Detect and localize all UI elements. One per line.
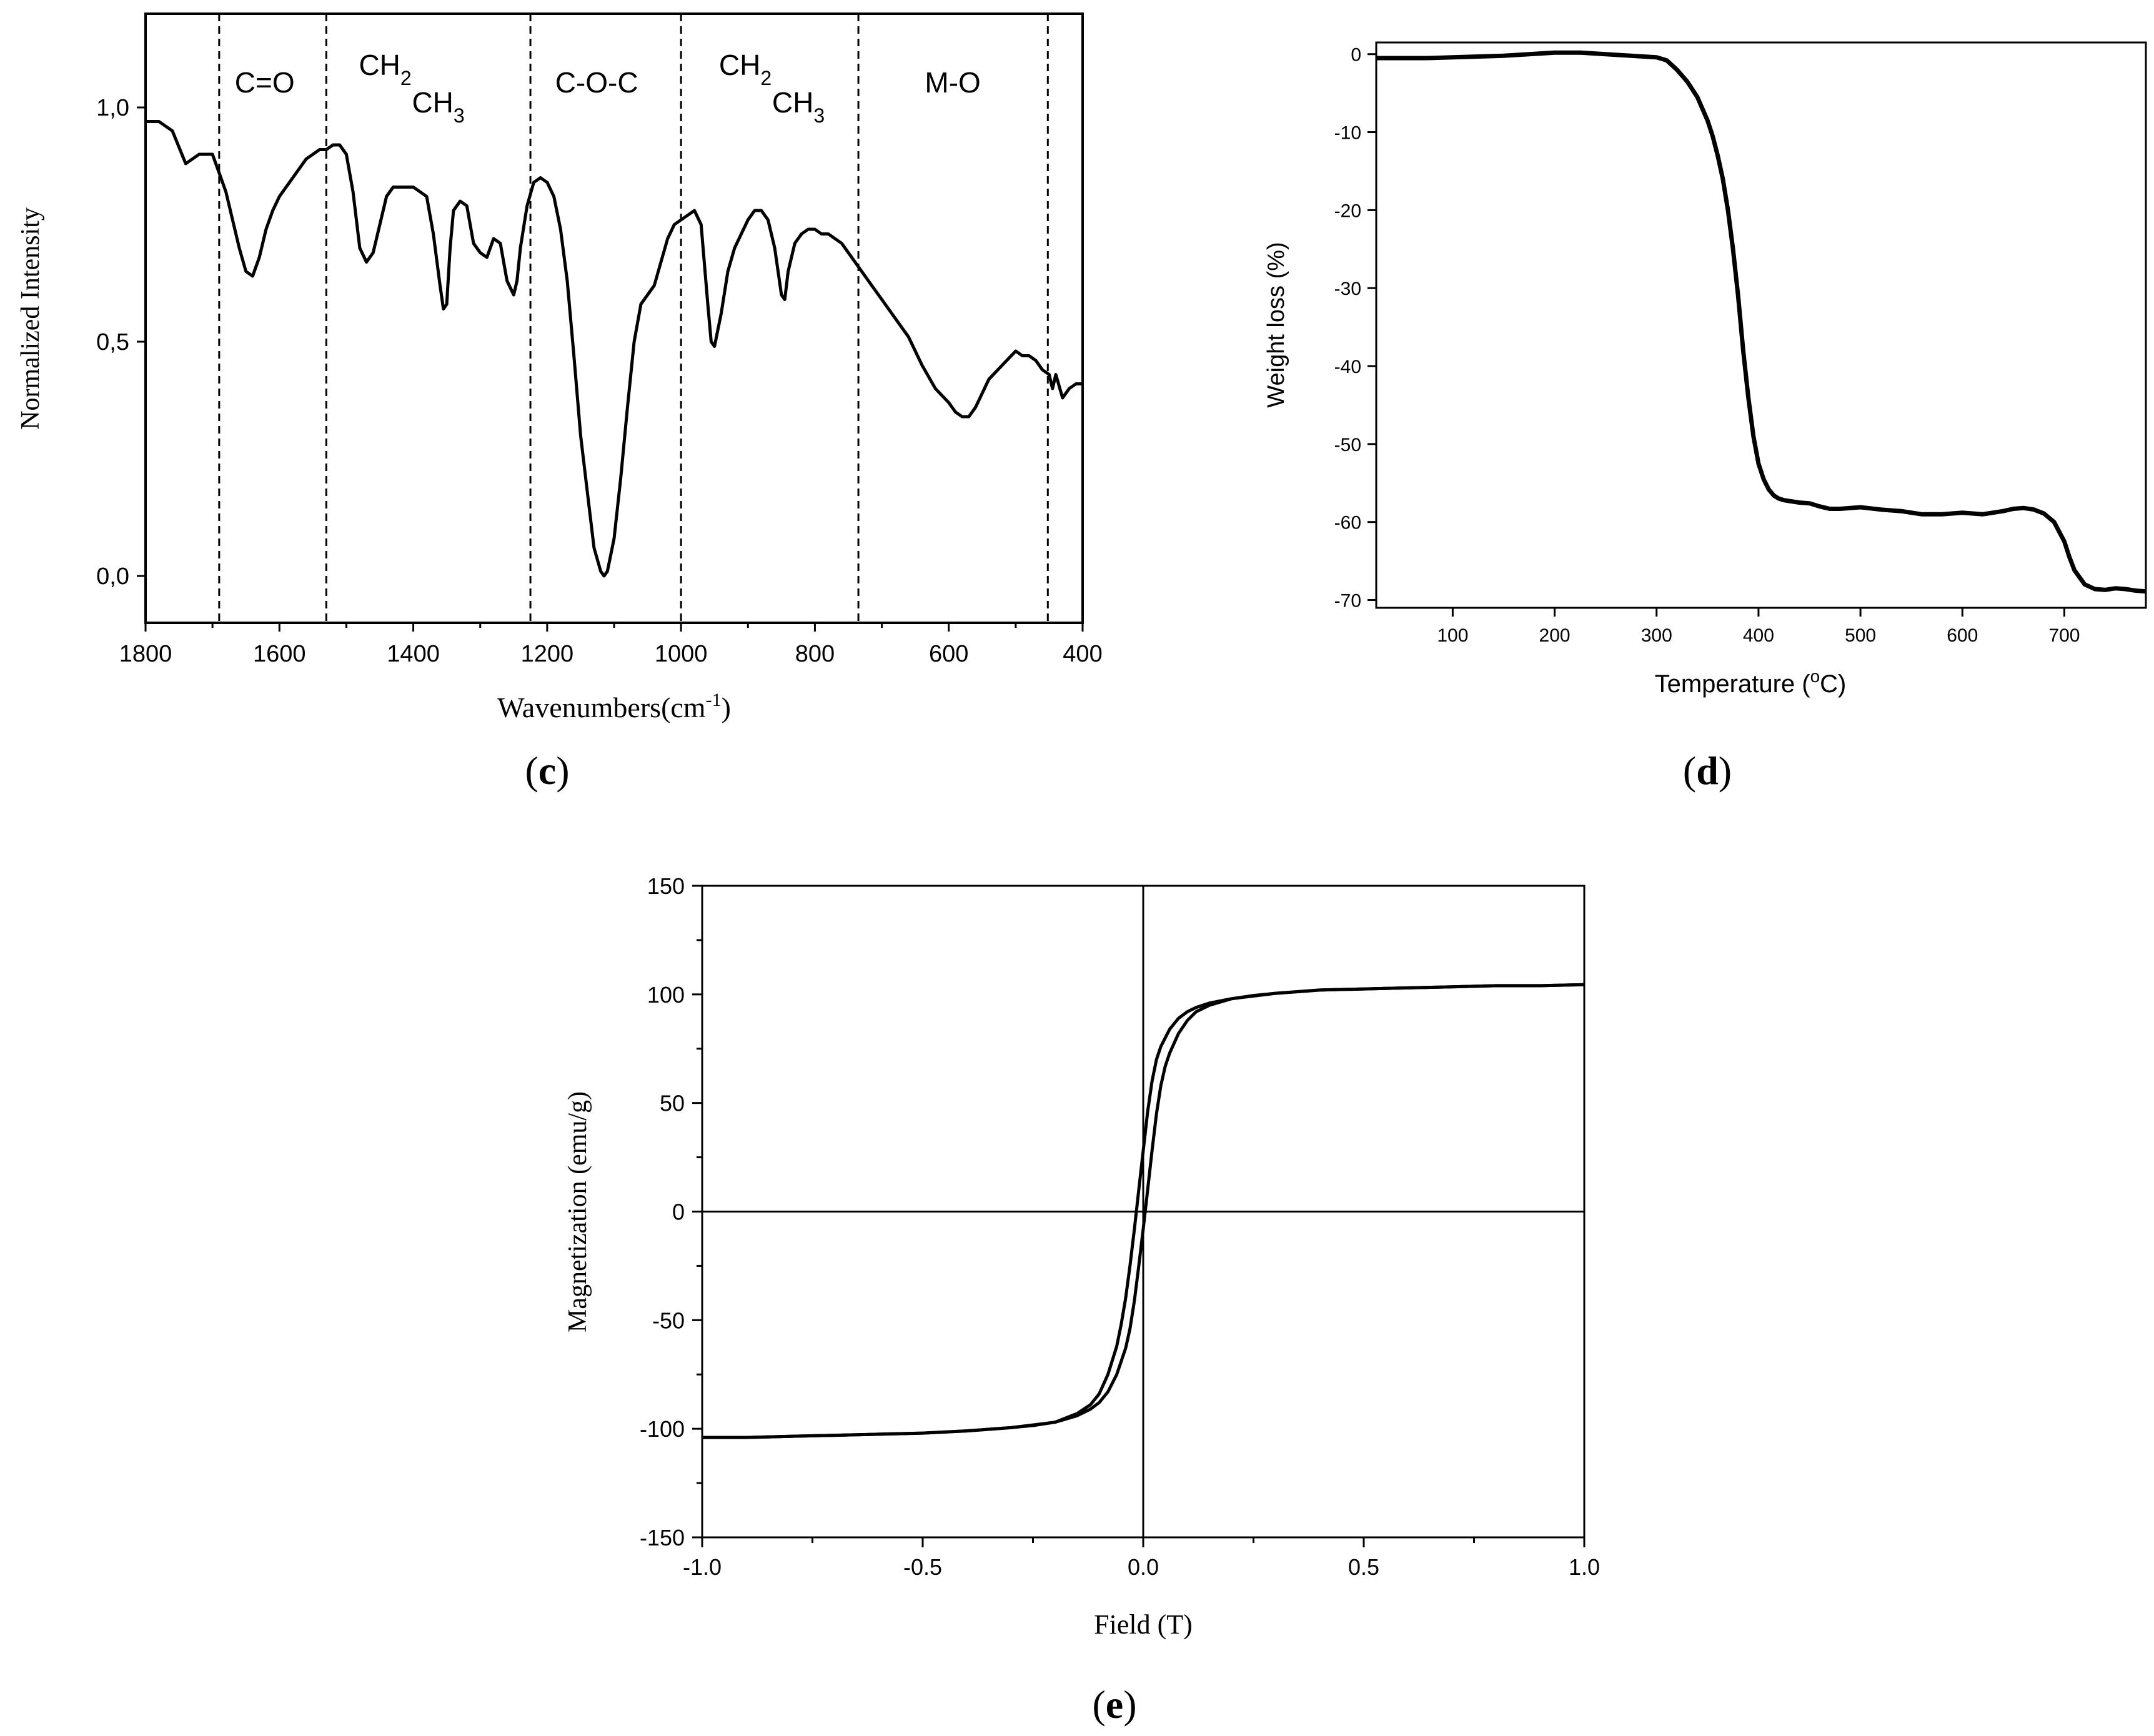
tga-x-tick-label: 700: [2048, 625, 2080, 646]
ftir-x-axis-label: Wavenumbers(cm-1): [497, 690, 731, 723]
magnetization-y-tick-label: -100: [640, 1416, 685, 1442]
tga-x-ticks: 100 200 300 400 500 600 700: [1437, 608, 2080, 646]
ftir-region-label-ch3: CH3: [412, 86, 464, 127]
tga-panel: 100 200 300 400 500 600 700 0 -10 -20 -30 -40 -50 -6…: [1263, 41, 2147, 793]
tga-x-axis-label-sup: o: [1810, 667, 1820, 686]
ftir-x-tick-label: 1600: [253, 641, 306, 667]
ftir-y-tick-label: 0,0: [96, 563, 129, 590]
tga-y-tick-label: -20: [1334, 201, 1361, 221]
magnetization-y-axis-label: Magnetization (emu/g): [563, 1091, 592, 1332]
ftir-x-axis-label-end: ): [722, 692, 731, 723]
ftir-y-ticks: 0,0 0,5 1,0: [96, 95, 146, 590]
ftir-y-tick-label: 1,0: [96, 95, 129, 121]
ftir-x-tick-label: 400: [1063, 641, 1102, 667]
ftir-y-tick-label: 0,5: [96, 329, 129, 355]
tga-x-tick-label: 400: [1743, 625, 1774, 646]
tga-plot-frame: [1375, 41, 2147, 609]
magnetization-y-tick-label: 50: [660, 1091, 685, 1116]
tga-y-tick-label: -30: [1334, 279, 1361, 299]
tga-x-tick-label: 200: [1539, 625, 1571, 646]
tga-y-tick-label: -10: [1334, 123, 1361, 144]
magnetization-y-tick-label: -50: [652, 1307, 685, 1333]
ftir-y-axis-label: Normalized Intensity: [16, 207, 45, 430]
magnetization-x-tick-label: 0.5: [1348, 1554, 1379, 1580]
ftir-region-label-ch2: CH2: [719, 49, 772, 89]
magnetization-x-tick-label: 0.0: [1128, 1554, 1159, 1580]
magnetization-y-ticks: -150 -100 -50 0 50 100 150: [640, 873, 702, 1550]
magnetization-x-ticks: -1.0 -0.5 0.0 0.5 1.0: [683, 1537, 1600, 1580]
ftir-region-label: C-O-C: [555, 66, 638, 99]
ftir-x-tick-label: 800: [795, 641, 835, 667]
magnetization-y-tick-label: -150: [640, 1525, 685, 1550]
tga-y-tick-label: -40: [1334, 357, 1361, 377]
tga-y-tick-label: -60: [1334, 513, 1361, 533]
tga-curve-line: [1376, 50, 2147, 594]
ftir-x-ticks: 1800 1600 1400 1200 1000 800 600 400: [119, 623, 1103, 667]
tga-y-axis-label: Weight loss (%): [1263, 242, 1289, 407]
ftir-region-label-ch2: CH2: [359, 49, 411, 89]
magnetization-x-tick-label: -0.5: [903, 1554, 942, 1580]
magnetization-x-tick-label: -1.0: [683, 1554, 722, 1580]
ftir-x-tick-label: 1800: [119, 641, 172, 667]
tga-x-axis-label: Temperature (oC): [1655, 667, 1847, 698]
ftir-x-tick-label: 1400: [387, 641, 440, 667]
magnetization-x-axis-label: Field (T): [1094, 1609, 1193, 1640]
tga-x-axis-label-end: C): [1820, 670, 1846, 698]
tga-y-tick-label: -50: [1334, 435, 1361, 455]
ftir-x-axis-label-sup: -1: [706, 690, 722, 710]
panel-label-c: (c): [525, 748, 569, 793]
ftir-spectrum-line: [146, 120, 1083, 578]
ftir-region-label: C=O: [235, 66, 295, 99]
tga-y-tick-label: 0: [1351, 45, 1361, 66]
magnetization-descending-branch: [702, 983, 1585, 1439]
magnetization-y-tick-label: 0: [672, 1199, 685, 1225]
magnetization-y-tick-label: 150: [647, 873, 685, 899]
ftir-x-axis-label-main: Wavenumbers(cm: [497, 692, 706, 723]
magnetization-y-tick-label: 100: [647, 982, 685, 1008]
ftir-x-tick-label: 1200: [521, 641, 574, 667]
ftir-region-label: M-O: [925, 66, 980, 99]
tga-x-tick-label: 600: [1947, 625, 1978, 646]
ftir-x-tick-label: 600: [929, 641, 968, 667]
tga-x-tick-label: 300: [1641, 625, 1672, 646]
ftir-region-dividers: [218, 14, 1049, 623]
tga-x-tick-label: 500: [1845, 625, 1876, 646]
ftir-region-label-ch3: CH3: [772, 86, 825, 127]
tga-x-axis-label-main: Temperature (: [1655, 670, 1811, 698]
magnetization-panel: -1.0 -0.5 0.0 0.5 1.0 -150 -100 -50 0 50 100 150 M…: [563, 873, 1600, 1727]
tga-y-tick-label: -70: [1334, 591, 1361, 612]
ftir-x-tick-label: 1000: [655, 641, 708, 667]
panel-label-d: (d): [1683, 748, 1732, 793]
magnetization-x-tick-label: 1.0: [1569, 1554, 1600, 1580]
panel-label-e: (e): [1092, 1682, 1136, 1727]
tga-y-ticks: 0 -10 -20 -30 -40 -50 -60 -70: [1334, 45, 1376, 612]
tga-x-tick-label: 100: [1437, 625, 1468, 646]
